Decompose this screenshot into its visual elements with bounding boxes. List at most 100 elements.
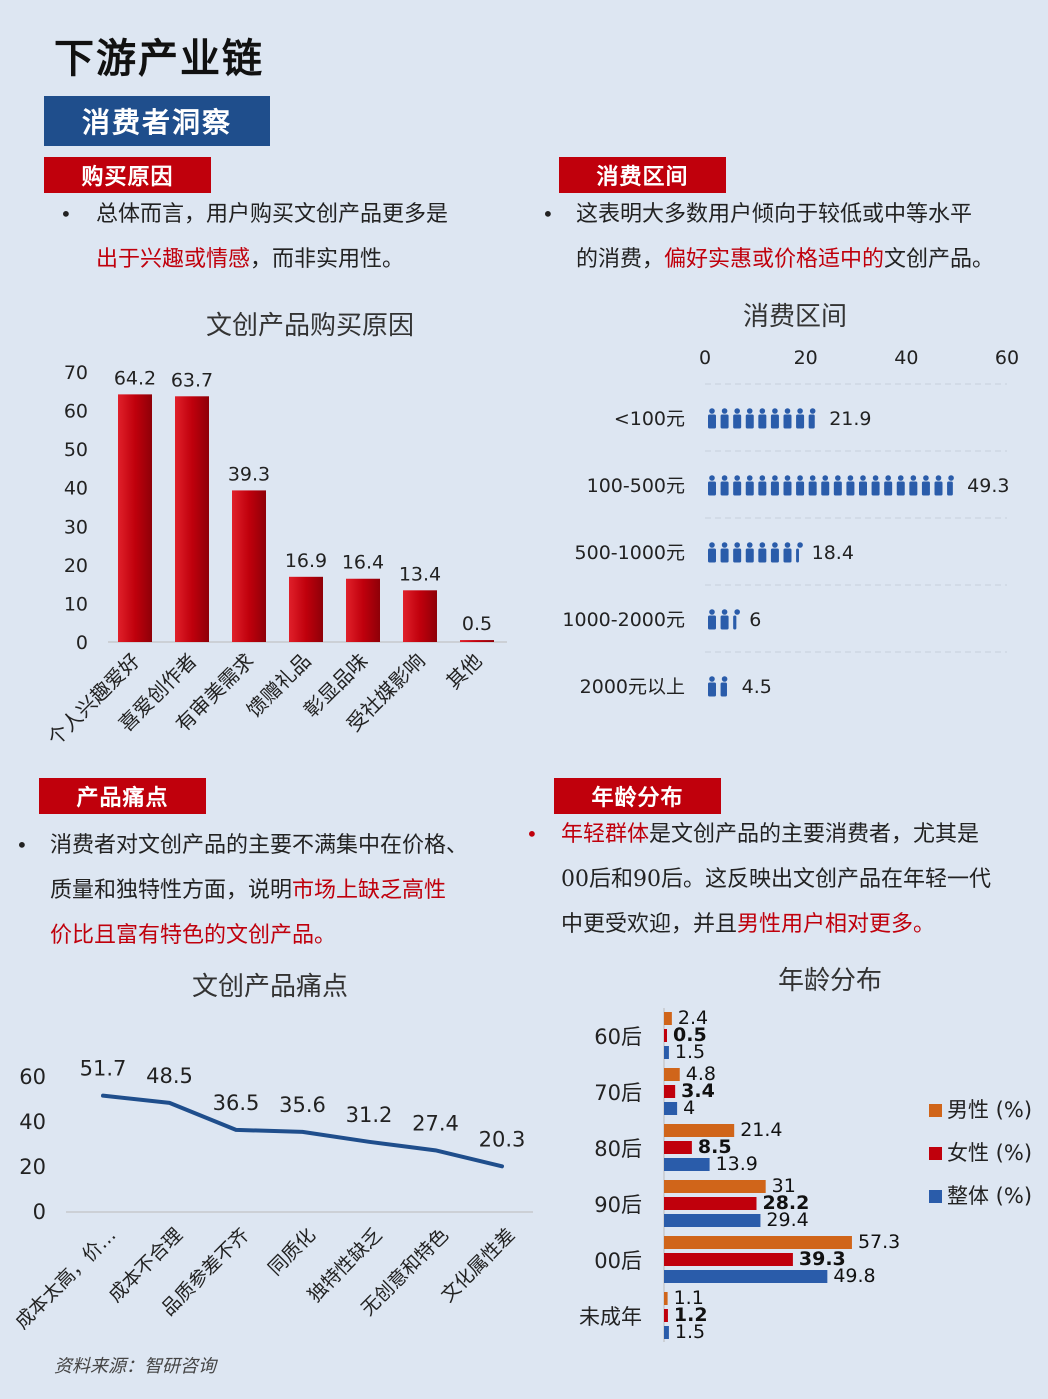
y-tick-label: 0 bbox=[33, 1200, 46, 1224]
x-tick-label: 其他 bbox=[441, 649, 486, 694]
person-icon bbox=[808, 408, 816, 429]
bar-value-label: 21.4 bbox=[740, 1119, 782, 1141]
person-icon bbox=[733, 542, 742, 563]
y-tick-label: 20 bbox=[64, 555, 88, 577]
x-tick-label: 60 bbox=[995, 347, 1019, 369]
source-note: 资料来源：智研咨询 bbox=[54, 1356, 216, 1377]
y-tick-label: 20 bbox=[19, 1155, 46, 1179]
person-icon bbox=[884, 475, 893, 496]
tag-pain: 产品痛点 bbox=[39, 778, 206, 814]
y-tick-label: 70 bbox=[64, 362, 88, 384]
legend-swatch bbox=[929, 1190, 942, 1203]
point-value-label: 35.6 bbox=[279, 1093, 326, 1117]
y-tick-label: 10 bbox=[64, 593, 88, 615]
person-icon bbox=[808, 475, 817, 496]
person-icon bbox=[708, 676, 716, 697]
bar-value-label: 63.7 bbox=[171, 369, 213, 391]
bar-value-label: 21.9 bbox=[829, 408, 871, 430]
y-tick-label: 100-500元 bbox=[587, 475, 685, 497]
tag-spending: 消费区间 bbox=[559, 157, 726, 193]
bar bbox=[664, 1309, 668, 1322]
chart1-title: 文创产品购买原因 bbox=[205, 311, 414, 341]
spending-highlight: 偏好实惠或价格适中的 bbox=[664, 247, 885, 272]
age-paragraph: 年轻群体是文创产品的主要消费者，尤其是 00后和90后。这反映出文创产品在年轻一… bbox=[561, 822, 991, 937]
pain-bullet: • bbox=[16, 833, 28, 857]
legend-swatch bbox=[929, 1104, 942, 1117]
person-icon bbox=[758, 408, 767, 429]
bar-value-label: 2.4 bbox=[678, 1007, 708, 1029]
bar bbox=[403, 590, 437, 642]
y-tick-label: 70后 bbox=[594, 1081, 642, 1105]
y-tick-label: 00后 bbox=[594, 1249, 642, 1273]
bar bbox=[232, 490, 266, 642]
bar-value-label: 1.2 bbox=[674, 1304, 708, 1326]
tag-age: 年龄分布 bbox=[554, 778, 721, 814]
bar-value-label: 57.3 bbox=[858, 1231, 900, 1253]
bar-value-label: 4.5 bbox=[742, 676, 772, 698]
person-icon bbox=[720, 475, 729, 496]
age-bullet: • bbox=[526, 822, 538, 846]
chart4-title: 年龄分布 bbox=[777, 966, 882, 996]
bar-value-label: 6 bbox=[749, 609, 761, 631]
section-banner: 消费者洞察 bbox=[44, 96, 270, 146]
person-icon bbox=[833, 475, 842, 496]
spending-range-chart: 0 20 40 60 <100元 21.9 100-500元 49.3 500-1000元 18.… bbox=[562, 347, 1019, 698]
person-icon bbox=[796, 475, 805, 496]
y-tick-label: 40 bbox=[64, 478, 88, 500]
bar-value-label: 1.1 bbox=[674, 1287, 704, 1309]
person-icon bbox=[846, 475, 855, 496]
point-value-label: 48.5 bbox=[146, 1064, 193, 1088]
bar bbox=[460, 640, 494, 642]
purchase-bullet: • bbox=[60, 202, 72, 226]
pain-highlight-2: 价比且富有特色的文创产品。 bbox=[50, 923, 337, 948]
bar-value-label: 31 bbox=[772, 1175, 796, 1197]
person-icon bbox=[770, 542, 779, 563]
person-icon bbox=[745, 408, 754, 429]
person-icon bbox=[720, 542, 729, 563]
purchase-paragraph: 总体而言，用户购买文创产品更多是 出于兴趣或情感，而非实用性。 bbox=[96, 202, 449, 272]
person-icon bbox=[783, 408, 792, 429]
y-tick-label: 90后 bbox=[594, 1193, 642, 1217]
y-tick-label: 0 bbox=[76, 632, 88, 654]
bar bbox=[664, 1292, 668, 1305]
tag-purchase: 购买原因 bbox=[44, 157, 211, 193]
bar bbox=[664, 1012, 672, 1025]
y-tick-label: 500-1000元 bbox=[575, 542, 685, 564]
bar-value-label: 13.9 bbox=[716, 1153, 758, 1175]
pain-highlight-1: 市场上缺乏高性 bbox=[292, 878, 447, 903]
person-icon bbox=[720, 408, 729, 429]
person-icon bbox=[733, 609, 740, 630]
person-icon bbox=[859, 475, 867, 496]
bar-value-label: 18.4 bbox=[812, 542, 854, 564]
person-icon bbox=[796, 408, 805, 429]
point-value-label: 27.4 bbox=[412, 1111, 459, 1135]
point-value-label: 51.7 bbox=[80, 1057, 127, 1081]
bar-value-label: 39.3 bbox=[799, 1248, 846, 1270]
legend-label: 女性 (%) bbox=[947, 1141, 1032, 1165]
person-icon bbox=[896, 475, 905, 496]
person-icon bbox=[733, 475, 742, 496]
y-tick-label: 60 bbox=[19, 1065, 46, 1089]
y-tick-label: 1000-2000元 bbox=[562, 609, 685, 631]
bar-value-label: 0.5 bbox=[673, 1024, 707, 1046]
person-icon bbox=[758, 475, 767, 496]
bar-value-label: 49.3 bbox=[967, 475, 1009, 497]
bar bbox=[118, 394, 152, 642]
person-icon bbox=[783, 542, 792, 563]
bar bbox=[664, 1236, 852, 1249]
pain-point-chart: 0 20 40 60 51.7 48.5 36.5 35.6 31.2 27.4 20.3 成本太高，… bbox=[11, 1057, 533, 1334]
person-icon bbox=[783, 475, 792, 496]
person-icon bbox=[708, 542, 716, 563]
bar-value-label: 3.4 bbox=[681, 1080, 715, 1102]
bar bbox=[664, 1102, 678, 1115]
bar-value-label: 4 bbox=[683, 1097, 695, 1119]
person-icon bbox=[871, 475, 880, 496]
chart3-title: 文创产品痛点 bbox=[191, 972, 348, 1002]
person-icon bbox=[821, 475, 830, 496]
x-tick-label: 40 bbox=[894, 347, 918, 369]
spending-bullet: • bbox=[542, 202, 554, 226]
bar-value-label: 1.5 bbox=[675, 1321, 705, 1343]
bar-value-label: 13.4 bbox=[399, 563, 441, 585]
age-highlight-1: 年轻群体 bbox=[561, 822, 650, 847]
point-value-label: 36.5 bbox=[213, 1091, 260, 1115]
